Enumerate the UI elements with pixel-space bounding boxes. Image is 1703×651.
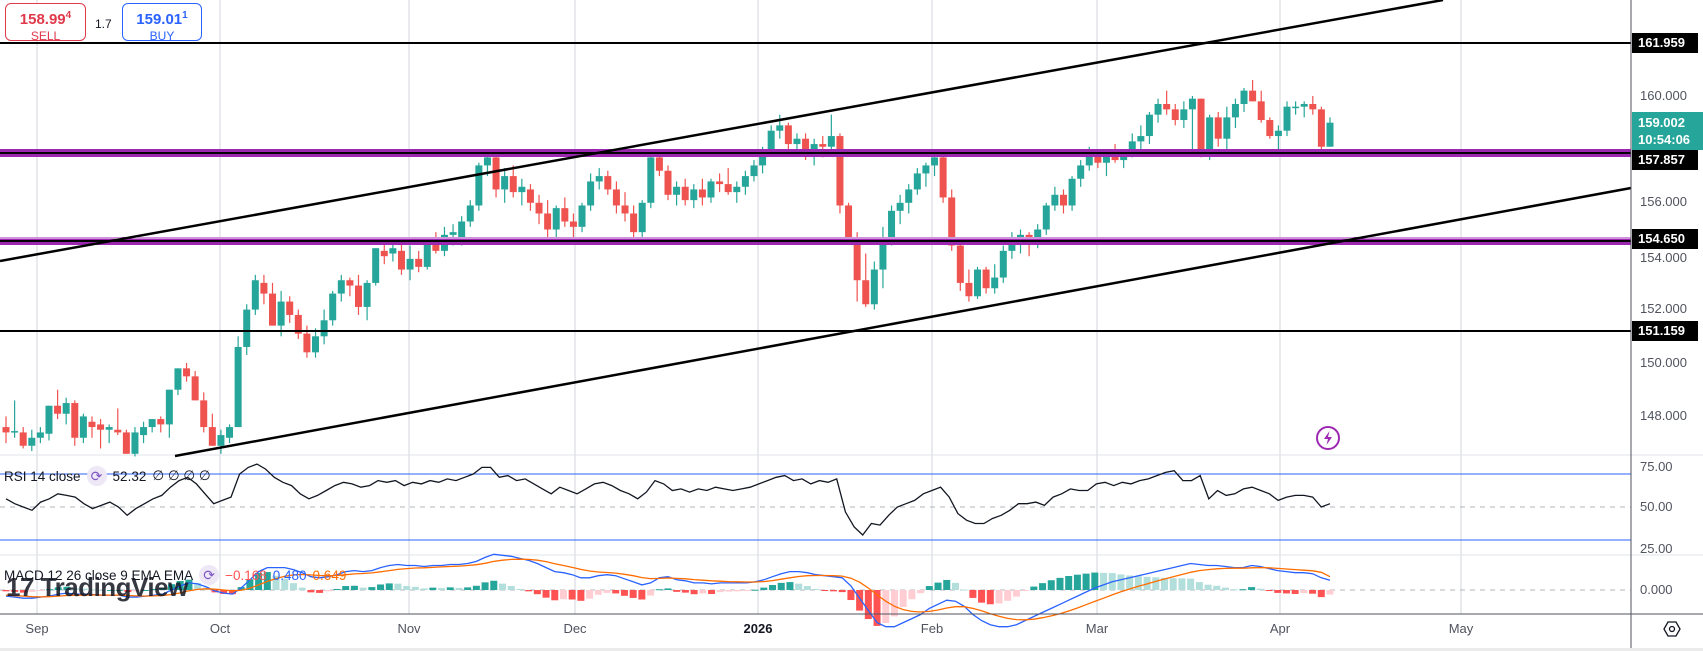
- watermark-text: TradingView: [40, 572, 189, 602]
- bottom-border: [0, 648, 1703, 651]
- buy-pip: 1: [182, 10, 188, 21]
- rsi-series: [5, 463, 1331, 536]
- trend-channel[interactable]: [0, 0, 1632, 458]
- rsi-legend[interactable]: RSI 14 close ⟳ 52.32 ∅ ∅ ∅ ∅: [4, 466, 211, 486]
- refresh-icon[interactable]: ⟳: [199, 565, 220, 585]
- candlestick-series: [2, 79, 1334, 457]
- time-label: Apr: [1269, 621, 1291, 636]
- macd-hist-value: −0.168: [225, 567, 267, 583]
- price-tick: 148.000: [1640, 408, 1687, 423]
- tradingview-watermark: 17 TradingView: [6, 572, 188, 603]
- refresh-icon[interactable]: ⟳: [86, 466, 107, 486]
- buy-button[interactable]: 159.011 BUY: [122, 3, 202, 43]
- macd-legend[interactable]: MACD 12 26 close 9 EMA EMA ⟳ −0.168 0.48…: [4, 565, 346, 585]
- macd-signal-value: 0.649: [312, 567, 347, 583]
- level-tag-161959[interactable]: 161.959: [1632, 33, 1698, 53]
- time-label: 2026: [743, 621, 773, 636]
- pane-separators: [0, 454, 1703, 591]
- rsi-tick: 25.00: [1640, 541, 1673, 556]
- buy-label: BUY: [149, 29, 175, 43]
- current-price-tag: 159.002 10:54:06: [1632, 112, 1703, 150]
- macd-series: [2, 553, 1334, 628]
- level-tag-151159[interactable]: 151.159: [1632, 321, 1698, 341]
- spread-value: 1.7: [95, 17, 112, 31]
- sell-pip: 4: [65, 10, 72, 21]
- rsi-tick: 75.00: [1640, 459, 1673, 474]
- price-tick: 154.000: [1640, 250, 1687, 265]
- settings-icon[interactable]: [1662, 619, 1682, 639]
- rsi-legend-name: RSI 14 close: [4, 468, 81, 484]
- price-tick: 152.000: [1640, 301, 1687, 316]
- sell-button[interactable]: 158.994 SELL: [5, 3, 86, 43]
- rsi-tick: 50.00: [1640, 499, 1673, 514]
- level-tag-154650[interactable]: 154.650: [1632, 229, 1698, 249]
- level-tag-157857[interactable]: 157.857: [1632, 150, 1698, 170]
- current-price: 159.002: [1638, 115, 1685, 130]
- buy-price: 159.01: [136, 11, 183, 28]
- time-label: Nov: [397, 621, 421, 636]
- time-label: May: [1448, 621, 1474, 636]
- time-label: Oct: [209, 621, 231, 636]
- macd-legend-name: MACD 12 26 close 9 EMA EMA: [4, 567, 194, 583]
- macd-value: 0.480: [272, 567, 307, 583]
- sell-price: 158.99: [19, 11, 66, 28]
- price-tick: 156.000: [1640, 194, 1687, 209]
- time-label: Feb: [920, 621, 944, 636]
- price-tick: 160.000: [1640, 88, 1687, 103]
- bar-countdown: 10:54:06: [1638, 132, 1691, 147]
- lightning-icon[interactable]: [1315, 425, 1341, 451]
- price-tick: 150.000: [1640, 355, 1687, 370]
- logo-icon: 17: [6, 572, 41, 602]
- time-label: Mar: [1085, 621, 1109, 636]
- rsi-extras: ∅ ∅ ∅ ∅: [152, 468, 211, 483]
- macd-tick: 0.000: [1640, 582, 1673, 597]
- time-label: Sep: [25, 621, 49, 636]
- sell-label: SELL: [30, 29, 61, 43]
- grid-lines: [36, 0, 1462, 614]
- rsi-value: 52.32: [112, 468, 147, 484]
- horizontal-levels[interactable]: [0, 42, 1631, 332]
- time-label: Dec: [563, 621, 587, 636]
